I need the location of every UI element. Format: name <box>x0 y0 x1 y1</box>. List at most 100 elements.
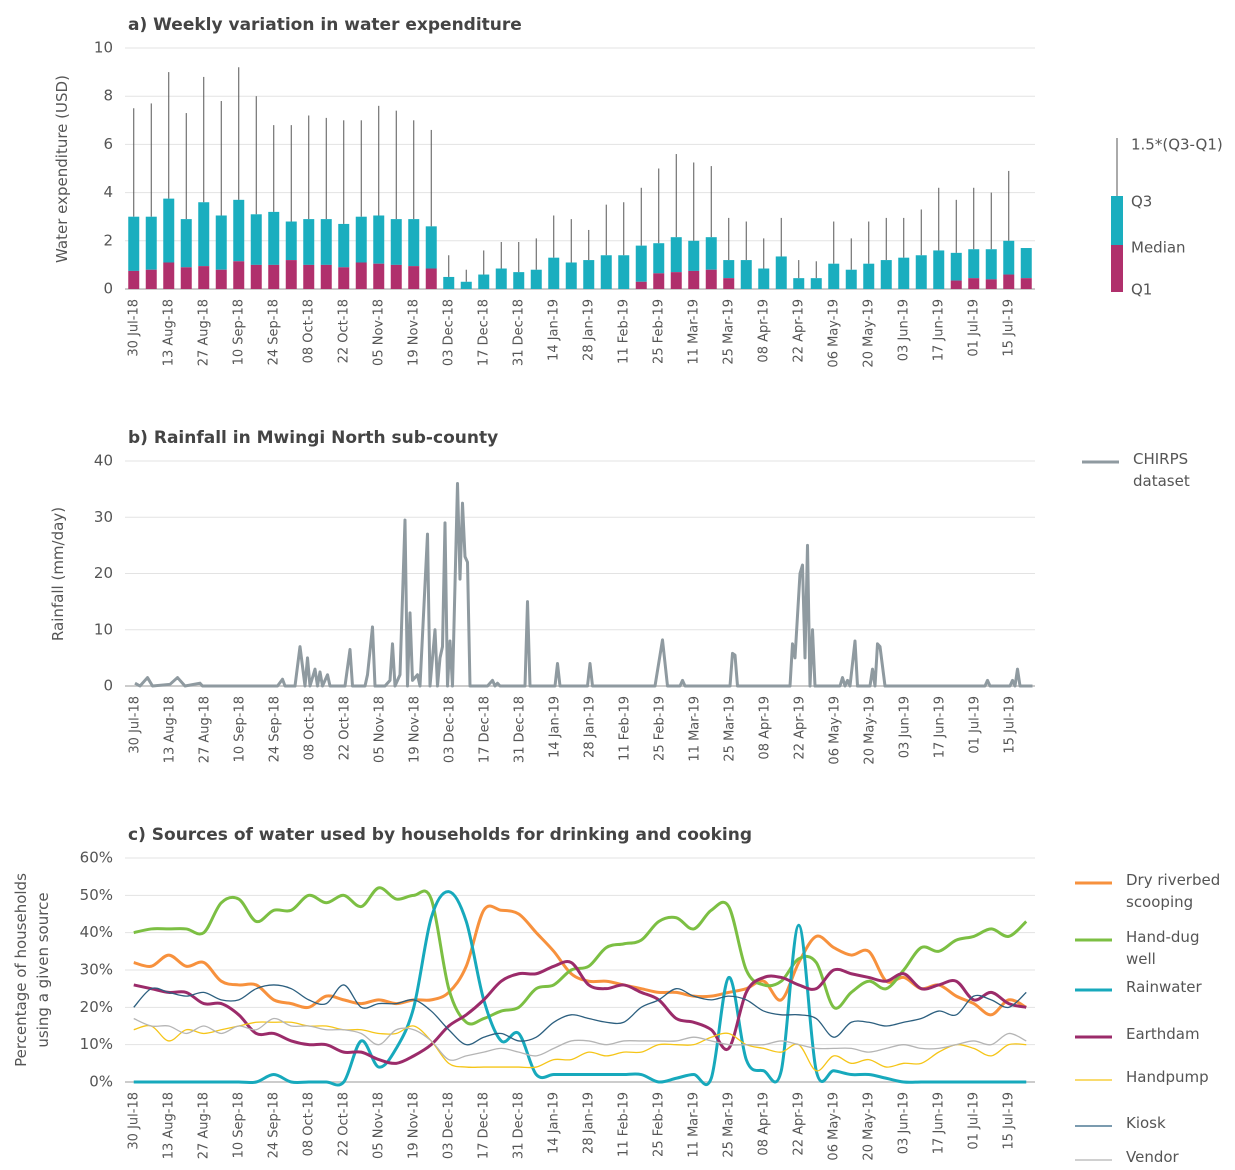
x-tick-label: 03 Jun-19 <box>896 299 911 361</box>
x-tick-label: 25 Mar-19 <box>721 299 736 365</box>
x-tick-label: 08 Oct-18 <box>301 1092 316 1156</box>
x-tick-label: 17 Jun-19 <box>931 299 946 361</box>
box-lower <box>320 264 332 289</box>
chart-title: a) Weekly variation in water expenditure <box>128 15 522 35</box>
box-lower <box>198 266 210 289</box>
x-tick-label: 24 Sep-18 <box>266 299 281 365</box>
x-tick-label: 20 May-19 <box>863 696 878 765</box>
chart-title: b) Rainfall in Mwingi North sub-county <box>128 428 498 448</box>
box-upper <box>198 202 210 267</box>
box-upper <box>810 278 822 289</box>
box-upper <box>950 252 962 281</box>
box-lower <box>1003 274 1015 289</box>
legend-label: Earthdam <box>1126 1025 1200 1043</box>
box-upper <box>425 226 437 269</box>
box-lower <box>145 269 157 289</box>
box-lower <box>285 260 297 289</box>
legend-label: Median <box>1131 239 1186 257</box>
box-lower <box>688 270 700 289</box>
x-tick-label: 25 Mar-19 <box>721 1092 736 1158</box>
box-upper <box>478 274 490 289</box>
x-tick-label: 24 Sep-18 <box>266 1092 281 1158</box>
x-tick-label: 17 Jun-19 <box>931 1092 946 1154</box>
x-tick-label: 27 Aug-18 <box>196 299 211 366</box>
y-tick-label: 30% <box>80 961 113 979</box>
box-upper <box>443 276 455 289</box>
x-tick-label: 15 Jul-19 <box>1001 299 1016 357</box>
box-upper <box>880 260 892 289</box>
box-lower <box>250 264 262 289</box>
box-lower <box>1020 278 1032 289</box>
box-lower <box>950 280 962 289</box>
series-line <box>133 886 1028 1026</box>
x-tick-label: 30 Jul-18 <box>128 696 143 754</box>
box-upper <box>180 219 192 268</box>
box-upper <box>828 263 840 289</box>
box-upper <box>670 237 682 273</box>
x-tick-label: 27 Aug-18 <box>198 696 213 763</box>
box-lower <box>723 278 735 289</box>
x-tick-label: 06 May-19 <box>826 1092 841 1161</box>
box-lower <box>670 272 682 289</box>
box-upper <box>548 257 560 289</box>
box-upper <box>285 221 297 261</box>
box-upper <box>740 260 752 289</box>
x-tick-label: 05 Nov-18 <box>373 696 388 763</box>
x-tick-label: 10 Sep-18 <box>233 696 248 762</box>
x-tick-label: 13 Aug-18 <box>161 299 176 366</box>
box-upper <box>408 219 420 267</box>
legend-label: Dry riverbed scooping <box>1126 871 1221 911</box>
x-tick-label: 17 Dec-18 <box>476 299 491 366</box>
box-upper <box>600 255 612 289</box>
x-tick-label: 10 Sep-18 <box>231 1092 246 1158</box>
box-upper <box>320 219 332 265</box>
x-tick-label: 30 Jul-18 <box>126 1092 141 1150</box>
y-tick-label: 40 <box>94 452 113 470</box>
box-lower <box>373 263 385 289</box>
x-tick-label: 03 Jun-19 <box>896 1092 911 1154</box>
box-lower <box>968 278 980 289</box>
x-tick-label: 11 Feb-19 <box>618 696 633 761</box>
legend-label: Kiosk <box>1126 1114 1166 1132</box>
box-lower <box>180 267 192 289</box>
x-tick-label: 14 Jan-19 <box>546 299 561 361</box>
box-upper <box>898 257 910 289</box>
x-tick-label: 19 Nov-18 <box>406 1092 421 1159</box>
box-upper <box>233 199 245 262</box>
y-tick-label: 10 <box>94 39 113 57</box>
box-lower <box>985 279 997 289</box>
box-upper <box>513 272 525 289</box>
x-tick-label: 03 Dec-18 <box>443 696 458 763</box>
box-lower <box>653 273 665 289</box>
x-tick-label: 08 Apr-19 <box>756 1092 771 1156</box>
x-tick-label: 17 Dec-18 <box>478 696 493 763</box>
y-tick-label: 2 <box>103 231 113 249</box>
box-lower <box>215 269 227 289</box>
x-tick-label: 15 Jul-19 <box>1003 696 1018 754</box>
y-tick-label: 60% <box>80 849 113 867</box>
x-tick-label: 03 Dec-18 <box>441 1092 456 1159</box>
legend-label: Handpump <box>1126 1068 1209 1086</box>
y-tick-label: 4 <box>103 183 113 201</box>
x-tick-label: 13 Aug-18 <box>161 1092 176 1159</box>
x-tick-label: 11 Feb-19 <box>616 299 631 364</box>
box-upper <box>618 255 630 289</box>
series-line <box>134 482 1033 688</box>
x-tick-label: 11 Feb-19 <box>616 1092 631 1157</box>
box-upper <box>915 255 927 289</box>
legend-label: Q3 <box>1131 193 1152 211</box>
box-upper <box>653 243 665 274</box>
x-tick-label: 08 Oct-18 <box>301 299 316 363</box>
x-tick-label: 05 Nov-18 <box>371 299 386 366</box>
y-axis-label: Water expenditure (USD) <box>53 74 71 263</box>
x-tick-label: 15 Jul-19 <box>1001 1092 1016 1150</box>
legend-label: Q1 <box>1131 281 1152 299</box>
series-line <box>133 984 1027 1046</box>
box-upper <box>793 278 805 289</box>
box-upper <box>128 216 140 271</box>
y-tick-label: 50% <box>80 886 113 904</box>
x-tick-label: 27 Aug-18 <box>196 1092 211 1159</box>
box-upper <box>688 240 700 271</box>
x-tick-label: 25 Feb-19 <box>653 696 668 761</box>
x-tick-label: 03 Dec-18 <box>441 299 456 366</box>
